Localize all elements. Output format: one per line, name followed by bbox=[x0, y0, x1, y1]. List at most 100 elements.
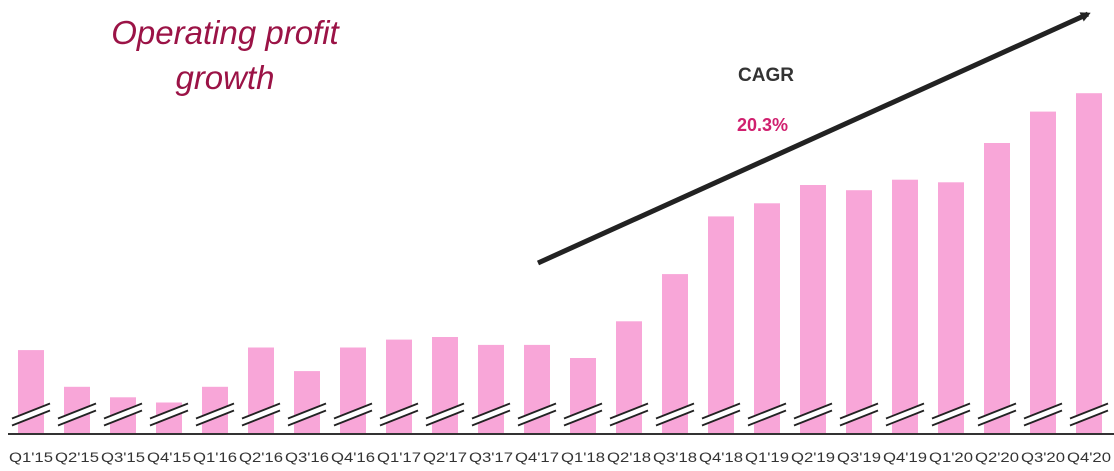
axis-break-gap bbox=[102, 403, 144, 426]
axis-break-gap bbox=[1068, 403, 1110, 426]
axis-break-gap bbox=[654, 403, 696, 426]
axis-break-mark bbox=[839, 409, 879, 427]
axis-break-gap bbox=[700, 403, 742, 426]
axis-break-gap bbox=[56, 403, 98, 426]
axis-break-gap bbox=[838, 403, 880, 426]
axis-break-mark bbox=[103, 402, 143, 420]
axis-break-mark bbox=[517, 402, 557, 420]
axis-break-gap bbox=[562, 403, 604, 426]
axis-break-gap bbox=[608, 403, 650, 426]
axis-break-mark bbox=[655, 402, 695, 420]
x-tick-label: Q3'20 bbox=[1021, 450, 1065, 465]
x-tick-label: Q1'18 bbox=[561, 450, 605, 465]
axis-break-mark bbox=[793, 402, 833, 420]
bar-Q1'18 bbox=[570, 358, 596, 434]
axis-break-mark bbox=[241, 409, 281, 427]
axis-break-mark bbox=[977, 409, 1017, 427]
x-tick-label: Q3'18 bbox=[653, 450, 697, 465]
x-tick-label: Q1'19 bbox=[745, 450, 789, 465]
bar-Q4'20 bbox=[1076, 93, 1102, 434]
axis-break-marks bbox=[10, 402, 1110, 427]
chart-title-line-2: growth bbox=[175, 59, 274, 96]
x-tick-label: Q2'18 bbox=[607, 450, 651, 465]
axis-break-gap bbox=[976, 403, 1018, 426]
axis-break-gap bbox=[194, 403, 236, 426]
axis-break-mark bbox=[1069, 402, 1109, 420]
axis-break-mark bbox=[977, 402, 1017, 420]
bar-group bbox=[18, 93, 1102, 434]
axis-break-mark bbox=[149, 409, 189, 427]
axis-break-mark bbox=[839, 402, 879, 420]
axis-break-gap bbox=[470, 403, 512, 426]
axis-break-gap bbox=[286, 403, 328, 426]
axis-break-mark bbox=[195, 402, 235, 420]
x-tick-label: Q2'20 bbox=[975, 450, 1019, 465]
axis-break-mark bbox=[11, 409, 51, 427]
axis-break-gap bbox=[240, 403, 282, 426]
axis-break-gap bbox=[884, 403, 926, 426]
axis-break-mark bbox=[425, 409, 465, 427]
axis-break-mark bbox=[517, 409, 557, 427]
axis-break-mark bbox=[1023, 402, 1063, 420]
axis-break-mark bbox=[655, 409, 695, 427]
axis-break-mark bbox=[379, 409, 419, 427]
x-tick-label: Q2'19 bbox=[791, 450, 835, 465]
bar-Q3'19 bbox=[846, 190, 872, 434]
axis-break-mark bbox=[747, 409, 787, 427]
axis-break-mark bbox=[609, 402, 649, 420]
x-tick-label: Q1'15 bbox=[9, 450, 53, 465]
x-tick-label: Q3'17 bbox=[469, 450, 513, 465]
trend-arrow bbox=[536, 11, 1091, 266]
cagr-value: 20.3% bbox=[737, 115, 788, 135]
axis-break-mark bbox=[103, 409, 143, 427]
x-tick-label: Q4'16 bbox=[331, 450, 375, 465]
axis-break-mark bbox=[471, 402, 511, 420]
x-tick-label: Q4'20 bbox=[1067, 450, 1111, 465]
axis-break-gap bbox=[148, 403, 190, 426]
x-tick-label: Q2'16 bbox=[239, 450, 283, 465]
axis-break-mark bbox=[609, 409, 649, 427]
bar-Q2'19 bbox=[800, 185, 826, 434]
axis-break-mark bbox=[885, 402, 925, 420]
axis-break-mark bbox=[701, 409, 741, 427]
x-tick-label: Q1'16 bbox=[193, 450, 237, 465]
axis-break-mark bbox=[57, 402, 97, 420]
x-tick-label: Q2'17 bbox=[423, 450, 467, 465]
x-tick-label: Q3'16 bbox=[285, 450, 329, 465]
x-tick-labels: Q1'15 Q2'15 Q3'15 Q4'15 Q1'16 Q2'16 Q3'16 Q4'16… bbox=[9, 450, 1111, 465]
x-tick-label: Q2'15 bbox=[55, 450, 99, 465]
axis-break-mark bbox=[287, 409, 327, 427]
axis-break-gap bbox=[332, 403, 374, 426]
chart-title-line-1: Operating profit bbox=[111, 14, 340, 51]
x-tick-label: Q4'15 bbox=[147, 450, 191, 465]
axis-break-mark bbox=[563, 409, 603, 427]
axis-break-mark bbox=[241, 402, 281, 420]
axis-break-gap bbox=[930, 403, 972, 426]
x-tick-label: Q1'20 bbox=[929, 450, 973, 465]
bar-Q3'16 bbox=[294, 371, 320, 434]
axis-break-gap bbox=[10, 403, 52, 426]
axis-break-mark bbox=[425, 402, 465, 420]
axis-break-mark bbox=[931, 409, 971, 427]
axis-break-mark bbox=[333, 402, 373, 420]
axis-break-mark bbox=[931, 402, 971, 420]
x-tick-label: Q4'18 bbox=[699, 450, 743, 465]
bar-Q2'20 bbox=[984, 143, 1010, 434]
x-tick-label: Q4'17 bbox=[515, 450, 559, 465]
x-tick-label: Q3'15 bbox=[101, 450, 145, 465]
x-tick-label: Q3'19 bbox=[837, 450, 881, 465]
axis-break-gap bbox=[1022, 403, 1064, 426]
axis-break-mark bbox=[885, 409, 925, 427]
axis-break-mark bbox=[701, 402, 741, 420]
axis-break-mark bbox=[471, 409, 511, 427]
axis-break-mark bbox=[1023, 409, 1063, 427]
bar-Q3'20 bbox=[1030, 111, 1056, 434]
axis-break-mark bbox=[11, 402, 51, 420]
bar-Q4'18 bbox=[708, 216, 734, 434]
bar-Q4'19 bbox=[892, 179, 918, 434]
bar-Q1'20 bbox=[938, 182, 964, 434]
axis-break-mark bbox=[149, 402, 189, 420]
axis-break-mark bbox=[287, 402, 327, 420]
x-tick-label: Q1'17 bbox=[377, 450, 421, 465]
